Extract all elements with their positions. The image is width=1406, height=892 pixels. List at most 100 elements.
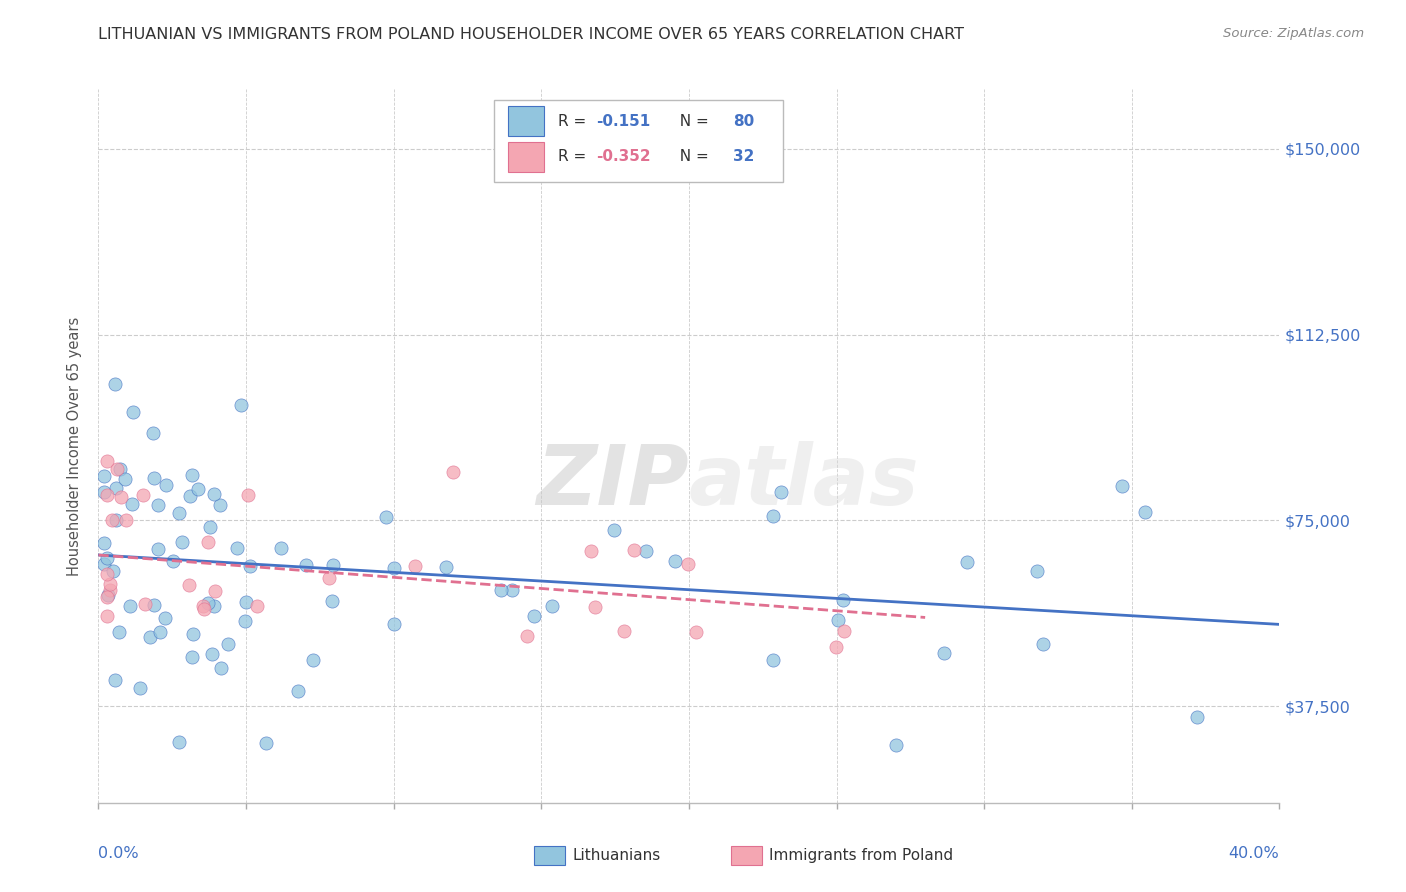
Point (441, 465, 464, 479)
Point (301, 653, 323, 667)
Point (143, 598, 166, 612)
Point (101, 513, 124, 527)
Point (294, 558, 316, 572)
Point (1025, 564, 1047, 578)
Point (202, 599, 225, 614)
Point (96, 591, 118, 605)
Point (146, 499, 169, 513)
Point (583, 599, 606, 614)
Point (322, 558, 344, 572)
Point (148, 542, 170, 557)
Point (105, 462, 128, 476)
Point (235, 595, 257, 609)
Point (193, 599, 215, 613)
Point (110, 490, 132, 504)
Point (235, 614, 257, 628)
Point (110, 462, 132, 476)
Point (762, 653, 785, 667)
FancyBboxPatch shape (494, 100, 783, 182)
Text: N =: N = (671, 150, 714, 164)
Text: ZIP: ZIP (536, 442, 689, 522)
Point (612, 624, 634, 638)
Point (238, 559, 260, 574)
Text: LITHUANIAN VS IMMIGRANTS FROM POLAND HOUSEHOLDER INCOME OVER 65 YEARS CORRELATIO: LITHUANIAN VS IMMIGRANTS FROM POLAND HOU… (98, 27, 965, 42)
Point (404, 558, 426, 573)
Point (209, 661, 232, 675)
Point (107, 625, 129, 640)
Point (162, 554, 184, 568)
Point (197, 596, 219, 610)
Point (375, 510, 398, 524)
Point (97, 589, 120, 603)
Text: R =: R = (558, 150, 591, 164)
Point (93, 485, 115, 500)
Point (202, 487, 225, 501)
Point (179, 489, 201, 503)
Point (762, 509, 785, 524)
Point (489, 582, 512, 597)
Point (204, 584, 226, 599)
Point (177, 578, 200, 592)
Text: 0.0%: 0.0% (98, 846, 139, 861)
Point (101, 564, 124, 578)
Point (155, 478, 177, 492)
Point (1135, 505, 1157, 519)
Point (270, 541, 292, 555)
Point (382, 617, 405, 632)
Point (193, 602, 215, 616)
Point (129, 681, 152, 696)
Point (956, 555, 979, 569)
Text: 80: 80 (733, 114, 754, 128)
Point (96, 608, 118, 623)
Point (104, 673, 127, 688)
Point (664, 554, 686, 568)
Text: 40.0%: 40.0% (1229, 846, 1279, 861)
Point (217, 637, 239, 651)
Point (515, 629, 537, 643)
Point (832, 624, 855, 638)
Point (209, 498, 232, 512)
Text: R =: R = (558, 114, 591, 128)
Point (603, 523, 626, 537)
Point (197, 534, 219, 549)
Point (1032, 636, 1054, 650)
Text: N =: N = (671, 114, 714, 128)
Text: atlas: atlas (689, 442, 920, 522)
Point (287, 684, 309, 698)
Point (678, 557, 700, 571)
Text: 32: 32 (733, 150, 754, 164)
Text: Immigrants from Poland: Immigrants from Poland (769, 848, 953, 863)
Point (98, 582, 121, 597)
Point (121, 497, 143, 511)
Point (825, 640, 848, 654)
Point (132, 488, 155, 502)
Point (434, 560, 457, 574)
Point (769, 484, 792, 499)
Point (93, 469, 115, 483)
Point (540, 599, 562, 613)
Point (167, 735, 190, 749)
Point (636, 544, 658, 558)
Point (201, 647, 224, 661)
Y-axis label: Householder Income Over 65 years: Householder Income Over 65 years (67, 317, 83, 575)
Point (1111, 478, 1133, 492)
Point (115, 513, 138, 527)
Point (181, 626, 204, 640)
Point (231, 398, 253, 412)
Point (501, 582, 523, 597)
Point (118, 599, 141, 614)
Point (1185, 709, 1208, 723)
Point (200, 520, 222, 534)
Point (100, 577, 122, 591)
Point (187, 482, 209, 496)
Point (96, 551, 118, 566)
Point (226, 541, 249, 556)
Text: -0.352: -0.352 (596, 150, 650, 164)
Point (167, 507, 190, 521)
Point (149, 625, 172, 640)
Text: Lithuanians: Lithuanians (572, 848, 661, 863)
Point (623, 543, 645, 558)
Point (143, 471, 166, 485)
Point (827, 613, 849, 627)
Point (96, 567, 118, 582)
